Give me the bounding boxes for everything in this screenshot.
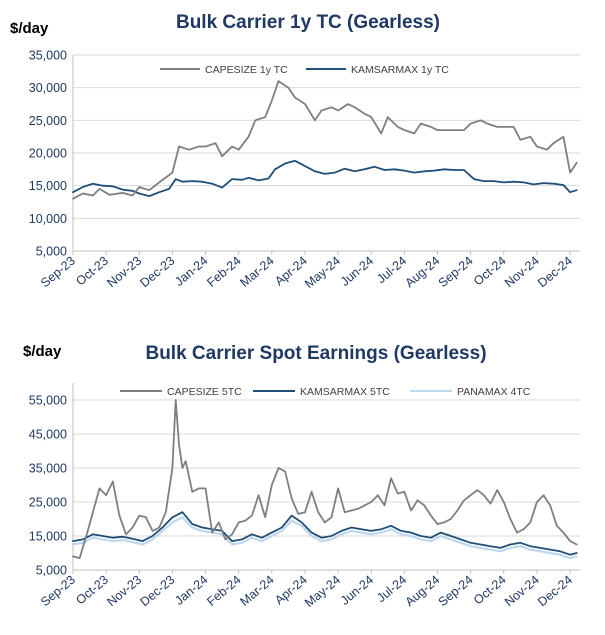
y-tick-label: 30,000 xyxy=(29,81,67,95)
y-tick-label: 5,000 xyxy=(36,564,67,578)
x-tick-label: Mar-24 xyxy=(237,254,276,290)
x-tick-label: Nov-23 xyxy=(104,254,144,291)
y-tick-label: 10,000 xyxy=(29,212,67,226)
legend: CAPESIZE 1y TC KAMSARMAX 1y TC xyxy=(160,64,449,76)
legend-label-capesize-1y-tc: CAPESIZE 1y TC xyxy=(205,64,288,76)
x-tick-label: Sep-23 xyxy=(38,254,78,291)
chart-1y-tc: $/day Bulk Carrier 1y TC (Gearless) CAPE… xyxy=(10,12,580,292)
x-tick-label: Nov-24 xyxy=(502,254,542,291)
y-tick-label: 25,000 xyxy=(29,114,67,128)
y-tick-label: 55,000 xyxy=(29,394,67,408)
grid xyxy=(72,54,580,255)
x-tick-label: Dec-23 xyxy=(137,573,177,610)
y-tick-label: 35,000 xyxy=(29,462,67,476)
x-tick-label: Sep-23 xyxy=(38,573,78,610)
x-tick-label: Jun-24 xyxy=(338,254,376,289)
series-line-kamsarmax-1y-tc xyxy=(72,159,578,198)
x-tick-label: Oct-24 xyxy=(471,573,509,608)
x-axis: Sep-23Oct-23Nov-23Dec-23Jan-24Feb-24Mar-… xyxy=(38,254,575,292)
x-tick-label: Mar-24 xyxy=(237,573,276,609)
series-line-kamsarmax-5tc xyxy=(72,511,578,556)
x-tick-label: May-24 xyxy=(302,254,343,292)
x-tick-label: Dec-24 xyxy=(535,254,575,291)
chart-spot-earnings: $/day Bulk Carrier Spot Earnings (Gearle… xyxy=(0,318,605,635)
x-tick-label: Sep-24 xyxy=(436,573,476,610)
legend-label-kamsarmax-5tc: KAMSARMAX 5TC xyxy=(300,386,390,398)
plot-area xyxy=(72,80,578,200)
x-axis: Sep-23Oct-23Nov-23Dec-23Jan-24Feb-24Mar-… xyxy=(38,573,575,611)
y-tick-label: 15,000 xyxy=(29,530,67,544)
x-tick-label: Dec-24 xyxy=(535,573,575,610)
plot-area xyxy=(71,399,578,560)
chart-title: Bulk Carrier Spot Earnings (Gearless) xyxy=(145,343,486,364)
x-tick-label: Aug-24 xyxy=(403,573,443,610)
x-tick-label: Nov-23 xyxy=(104,573,144,610)
series-line-capesize-5tc xyxy=(72,399,578,560)
series-line-panamax-4tc xyxy=(71,516,578,560)
y-tick-label: 45,000 xyxy=(29,428,67,442)
chart-spot-earnings-svg: $/day Bulk Carrier Spot Earnings (Gearle… xyxy=(23,343,580,611)
y-tick-label: 5,000 xyxy=(36,245,67,259)
chart-title: Bulk Carrier 1y TC (Gearless) xyxy=(176,12,440,33)
y-axis: 5,000 15,000 25,000 35,000 45,000 55,000 xyxy=(29,394,67,578)
x-tick-label: Oct-24 xyxy=(471,254,509,289)
unit-label: $/day xyxy=(10,20,49,37)
series-line-capesize-1y-tc xyxy=(72,80,578,200)
unit-label: $/day xyxy=(23,343,62,360)
legend-label-capesize-5tc: CAPESIZE 5TC xyxy=(167,386,242,398)
chart-1y-tc-svg: $/day Bulk Carrier 1y TC (Gearless) CAPE… xyxy=(10,12,580,292)
x-tick-label: Jun-24 xyxy=(338,573,376,608)
legend: CAPESIZE 5TC KAMSARMAX 5TC PANAMAX 4TC xyxy=(120,386,531,398)
y-axis: 5,000 10,000 15,000 20,000 25,000 30,000 35,00… xyxy=(29,49,67,259)
x-tick-label: Jan-24 xyxy=(172,573,210,608)
x-tick-label: Nov-24 xyxy=(502,573,542,610)
legend-label-panamax-4tc: PANAMAX 4TC xyxy=(457,386,531,398)
y-tick-label: 15,000 xyxy=(29,179,67,193)
x-tick-label: Dec-23 xyxy=(137,254,177,291)
x-tick-label: Oct-23 xyxy=(73,254,111,289)
x-tick-label: Sep-24 xyxy=(436,254,476,291)
y-tick-label: 20,000 xyxy=(29,147,67,161)
x-tick-label: May-24 xyxy=(302,573,343,611)
y-tick-label: 35,000 xyxy=(29,49,67,63)
x-tick-label: Feb-24 xyxy=(204,573,243,609)
grid xyxy=(72,383,580,574)
x-tick-label: Aug-24 xyxy=(403,254,443,291)
x-tick-label: Oct-23 xyxy=(73,573,111,608)
x-tick-label: Feb-24 xyxy=(204,254,243,290)
x-tick-label: Jan-24 xyxy=(172,254,210,289)
legend-label-kamsarmax-1y-tc: KAMSARMAX 1y TC xyxy=(351,64,449,76)
y-tick-label: 25,000 xyxy=(29,496,67,510)
